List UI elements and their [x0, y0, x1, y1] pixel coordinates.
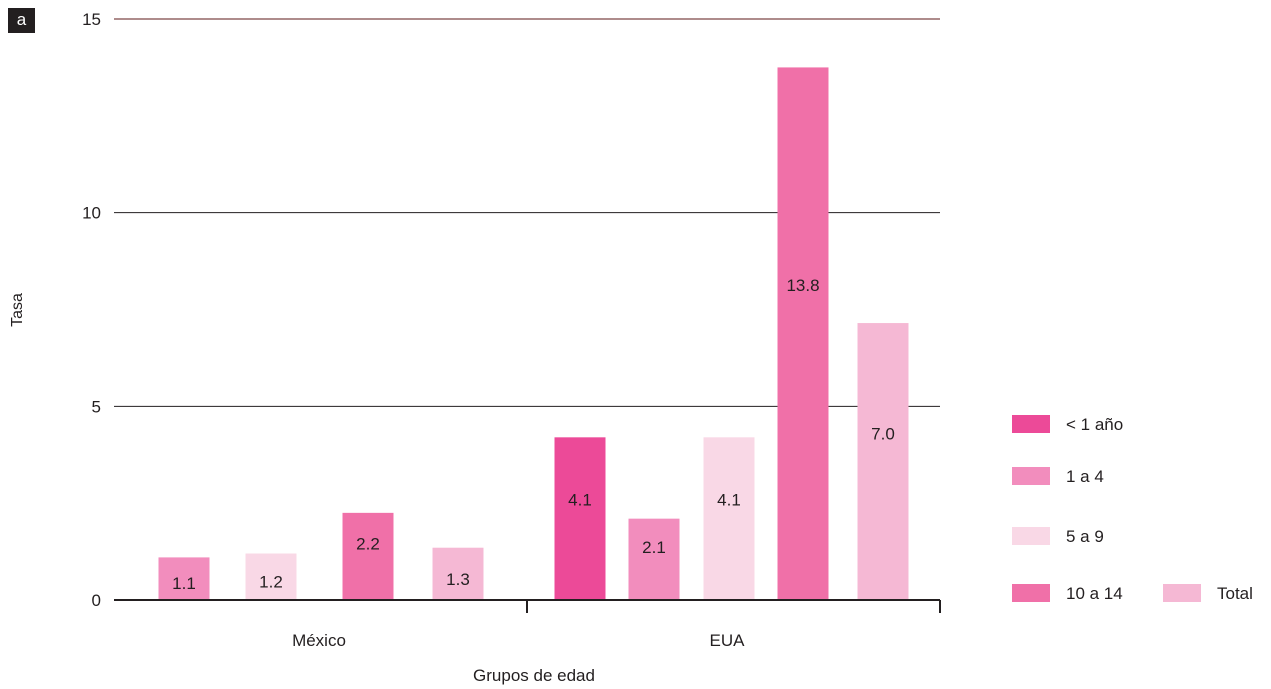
bar: [158, 557, 210, 600]
bar: [628, 518, 680, 600]
bar: [703, 437, 755, 600]
bar-value-label: 1.3: [446, 570, 470, 589]
y-tick-label: 15: [82, 10, 101, 29]
legend-swatch: [1012, 467, 1050, 485]
x-group-label: EUA: [710, 631, 746, 650]
bar: [245, 553, 297, 600]
y-tick-label: 10: [82, 204, 101, 223]
legend-label: < 1 año: [1066, 415, 1123, 434]
bar-value-label: 13.8: [786, 276, 819, 295]
bar: [554, 437, 606, 600]
bar: [857, 323, 909, 600]
y-axis-ticks: 0 5 10 15: [82, 10, 101, 610]
legend-label: 1 a 4: [1066, 467, 1104, 486]
y-tick-label: 0: [92, 591, 101, 610]
legend: < 1 año 1 a 4 5 a 9 10 a 14 Total: [1012, 415, 1253, 603]
y-tick-label: 5: [92, 397, 101, 416]
x-axis-title: Grupos de edad: [473, 666, 595, 685]
bar: [342, 512, 394, 600]
legend-swatch: [1012, 415, 1050, 433]
bar-value-label: 1.1: [172, 574, 196, 593]
bar-value-label: 2.2: [356, 534, 380, 553]
legend-swatch: [1012, 527, 1050, 545]
x-group-label: México: [292, 631, 346, 650]
panel-label: a: [8, 8, 35, 33]
legend-swatch: [1012, 584, 1050, 602]
legend-label: Total: [1217, 584, 1253, 603]
legend-label: 5 a 9: [1066, 527, 1104, 546]
y-axis-title: Tasa: [9, 293, 26, 327]
bar: [432, 547, 484, 600]
bar-value-label: 4.1: [568, 491, 592, 510]
bar-value-label: 4.1: [717, 491, 741, 510]
bar-value-label: 7.0: [871, 424, 895, 443]
legend-label: 10 a 14: [1066, 584, 1123, 603]
bars: 1.1 1.2 2.2 1.3 4.1 2.1 4.1 13.8 7.0: [158, 67, 909, 600]
x-axis: México EUA: [114, 599, 941, 650]
bar-value-label: 1.2: [259, 572, 283, 591]
bar-value-label: 2.1: [642, 538, 666, 557]
legend-swatch: [1163, 584, 1201, 602]
bar: [777, 67, 829, 600]
